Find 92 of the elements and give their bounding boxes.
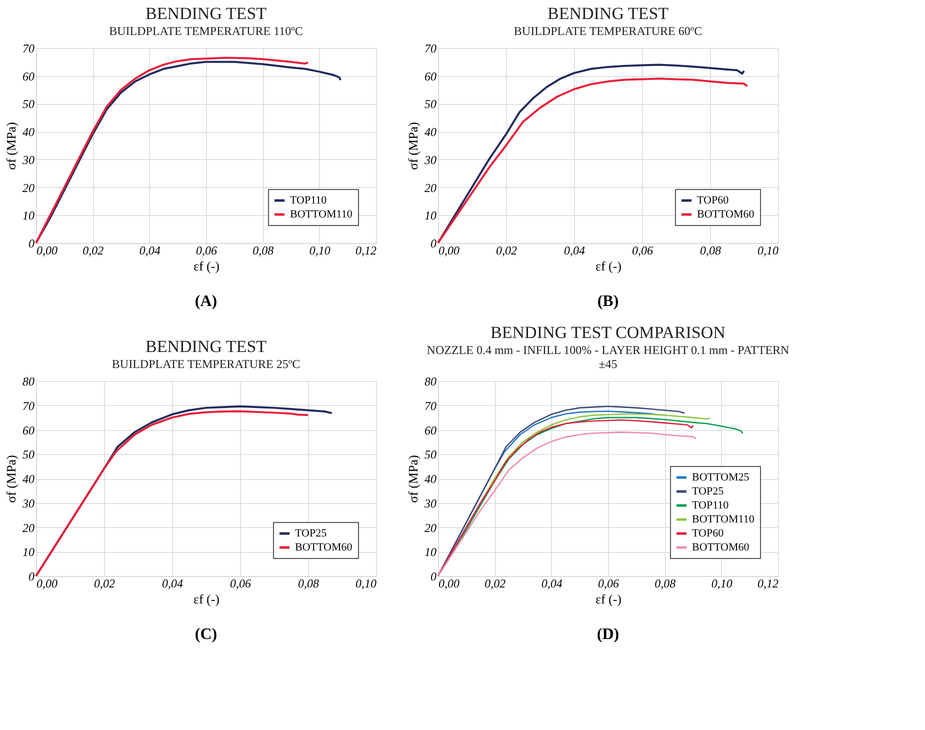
- y-tick-label: 40: [424, 125, 436, 140]
- chart-title: BENDING TEST COMPARISON: [490, 323, 726, 342]
- y-tick-label: 80: [424, 374, 436, 388]
- text: (C): [194, 626, 218, 643]
- x-tick-label: 0,02: [94, 576, 115, 590]
- x-tick-label: 0,04: [162, 576, 183, 590]
- y-axis-title: σf (MPa): [4, 455, 18, 503]
- x-tick-label: 0,06: [196, 244, 217, 258]
- y-tick-label: 10: [22, 208, 34, 223]
- x-tick-label: 0,04: [139, 244, 160, 258]
- y-tick-label: 0: [430, 236, 436, 250]
- x-tick-label: 0,10: [356, 576, 376, 590]
- y-tick-label: 80: [22, 374, 34, 388]
- x-tick-label: 0,10: [309, 244, 330, 258]
- x-tick-label: 0,00: [36, 576, 58, 590]
- y-tick-label: 50: [22, 97, 34, 112]
- legend-label: BOTTOM110: [692, 514, 755, 526]
- y-tick-label: 30: [424, 152, 436, 167]
- x-tick-label: 0,08: [252, 244, 274, 258]
- x-tick-label: 0,00: [438, 576, 460, 590]
- y-tick-label: 0: [430, 570, 436, 584]
- x-axis-title: εf (-): [595, 592, 622, 606]
- legend-label: BOTTOM25: [692, 472, 750, 484]
- legend-label: TOP110: [290, 194, 328, 206]
- y-tick-label: 40: [424, 472, 436, 486]
- x-axis-title: εf (-): [193, 258, 220, 274]
- y-tick-label: 60: [22, 423, 34, 438]
- x-tick-label: 0,10: [758, 244, 778, 258]
- x-tick-label: 0,08: [654, 576, 676, 590]
- y-tick-label: 70: [22, 398, 34, 413]
- y-tick-label: 0: [28, 570, 34, 584]
- y-tick-label: 40: [22, 472, 34, 486]
- y-axis-title: σf (MPa): [406, 455, 420, 503]
- y-tick-label: 70: [424, 398, 436, 413]
- text: (A): [194, 293, 218, 310]
- chart-subtitle: BUILDPLATE TEMPERATURE 110ºC: [109, 24, 303, 38]
- y-tick-label: 20: [22, 180, 34, 195]
- x-tick-label: 0,00: [438, 244, 460, 258]
- y-tick-label: 30: [22, 496, 34, 510]
- y-tick-label: 60: [22, 69, 34, 84]
- y-tick-label: 50: [424, 97, 436, 112]
- y-tick-label: 20: [22, 520, 34, 535]
- y-tick-label: 20: [424, 520, 436, 535]
- x-tick-label: 0,02: [484, 576, 506, 590]
- y-tick-label: 60: [424, 69, 436, 84]
- chart-subtitle: NOZZLE 0.4 mm - INFILL 100% - LAYER HEIGHT 0.1 mm - PATTERN ±45: [426, 343, 790, 371]
- y-tick-label: 10: [22, 545, 34, 560]
- x-tick-label: 0,08: [298, 576, 319, 590]
- y-tick-label: 70: [22, 42, 34, 56]
- y-tick-label: 10: [424, 208, 436, 223]
- text: (B): [597, 293, 619, 310]
- y-tick-label: 50: [424, 448, 436, 462]
- x-tick-label: 0,00: [36, 244, 58, 258]
- x-tick-label: 0,08: [700, 244, 721, 258]
- x-tick-label: 0,02: [82, 244, 104, 258]
- x-tick-label: 0,06: [632, 244, 653, 258]
- x-tick-label: 0,06: [230, 576, 251, 590]
- chart-subtitle: BUILDPLATE TEMPERATURE 25ºC: [112, 357, 300, 371]
- y-tick-label: 30: [424, 496, 436, 510]
- legend-label: BOTTOM60: [692, 542, 750, 554]
- legend-label: TOP110: [692, 500, 730, 512]
- legend-label: TOP25: [295, 528, 328, 540]
- y-tick-label: 70: [424, 42, 436, 56]
- x-tick-label: 0,06: [598, 576, 619, 590]
- y-tick-label: 30: [22, 152, 34, 167]
- chart-subtitle: BUILDPLATE TEMPERATURE 60ºC: [514, 24, 702, 38]
- x-tick-label: 0,12: [758, 576, 778, 590]
- chart-title: BENDING TEST: [145, 4, 268, 23]
- legend-label: TOP60: [692, 528, 724, 540]
- legend-label: TOP60: [697, 194, 730, 206]
- y-tick-label: 20: [424, 180, 436, 195]
- y-axis-title: σf (MPa): [406, 122, 420, 170]
- legend-label: BOTTOM60: [697, 208, 755, 220]
- chart-title: BENDING TEST: [547, 4, 670, 23]
- x-tick-label: 0,10: [711, 576, 732, 590]
- y-tick-label: 10: [424, 545, 436, 560]
- legend-label: BOTTOM110: [290, 208, 353, 220]
- y-tick-label: 40: [22, 125, 34, 140]
- text: (D): [596, 626, 620, 643]
- y-tick-label: 60: [424, 423, 436, 438]
- x-axis-title: εf (-): [595, 258, 622, 274]
- x-axis-title: εf (-): [193, 592, 220, 606]
- x-tick-label: 0,02: [496, 244, 517, 258]
- legend-label: TOP25: [692, 486, 724, 498]
- legend-label: BOTTOM60: [295, 542, 353, 554]
- y-axis-title: σf (MPa): [4, 122, 18, 170]
- chart-title: BENDING TEST: [145, 337, 268, 356]
- x-tick-label: 0,04: [541, 576, 562, 590]
- x-tick-label: 0,12: [356, 244, 376, 258]
- x-tick-label: 0,04: [564, 244, 585, 258]
- y-tick-label: 50: [22, 448, 34, 462]
- y-tick-label: 0: [28, 236, 34, 250]
